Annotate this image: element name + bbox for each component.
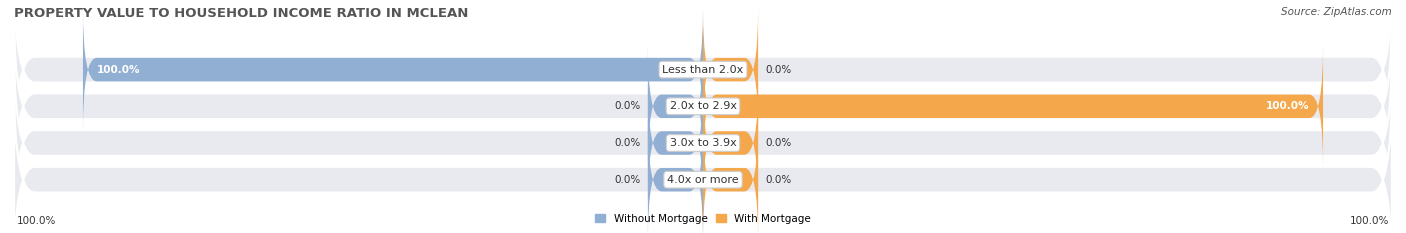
FancyBboxPatch shape xyxy=(648,81,703,205)
FancyBboxPatch shape xyxy=(14,46,1392,233)
FancyBboxPatch shape xyxy=(703,8,758,131)
Text: 100.0%: 100.0% xyxy=(1265,101,1309,111)
Text: 0.0%: 0.0% xyxy=(765,138,792,148)
FancyBboxPatch shape xyxy=(14,82,1392,233)
FancyBboxPatch shape xyxy=(14,0,1392,167)
Legend: Without Mortgage, With Mortgage: Without Mortgage, With Mortgage xyxy=(591,209,815,228)
Text: 0.0%: 0.0% xyxy=(614,175,641,185)
FancyBboxPatch shape xyxy=(703,81,758,205)
Text: 0.0%: 0.0% xyxy=(614,138,641,148)
Text: PROPERTY VALUE TO HOUSEHOLD INCOME RATIO IN MCLEAN: PROPERTY VALUE TO HOUSEHOLD INCOME RATIO… xyxy=(14,7,468,20)
FancyBboxPatch shape xyxy=(703,45,1323,168)
Text: 2.0x to 2.9x: 2.0x to 2.9x xyxy=(669,101,737,111)
FancyBboxPatch shape xyxy=(648,118,703,233)
Text: 100.0%: 100.0% xyxy=(17,216,56,226)
FancyBboxPatch shape xyxy=(703,118,758,233)
FancyBboxPatch shape xyxy=(648,45,703,168)
Text: Source: ZipAtlas.com: Source: ZipAtlas.com xyxy=(1281,7,1392,17)
Text: 3.0x to 3.9x: 3.0x to 3.9x xyxy=(669,138,737,148)
Text: 100.0%: 100.0% xyxy=(97,65,141,75)
Text: Less than 2.0x: Less than 2.0x xyxy=(662,65,744,75)
Text: 0.0%: 0.0% xyxy=(765,175,792,185)
Text: 0.0%: 0.0% xyxy=(765,65,792,75)
Text: 0.0%: 0.0% xyxy=(614,101,641,111)
FancyBboxPatch shape xyxy=(14,9,1392,204)
FancyBboxPatch shape xyxy=(83,8,703,131)
Text: 4.0x or more: 4.0x or more xyxy=(668,175,738,185)
Text: 100.0%: 100.0% xyxy=(1350,216,1389,226)
